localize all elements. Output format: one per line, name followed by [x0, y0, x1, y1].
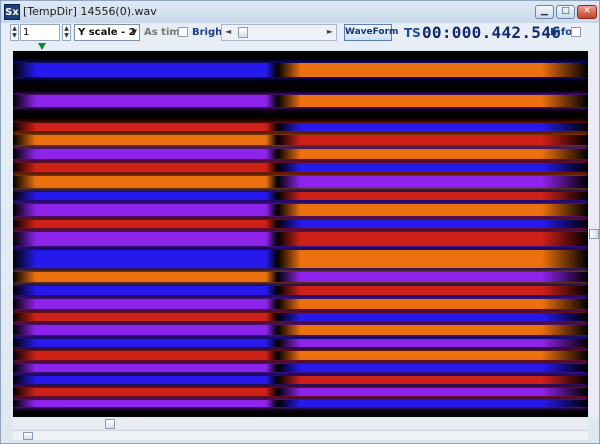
spectrogram-band [13, 135, 588, 145]
scroll-right-icon[interactable]: ► [326, 27, 333, 36]
window-title: [TempDir] 14556(0).wav [23, 5, 157, 18]
spectrogram-band [13, 339, 588, 347]
maximize-button[interactable]: □ [556, 5, 575, 19]
horizontal-scrollbar[interactable] [13, 419, 588, 429]
timestamp-readout: 00:000.442.546 [422, 23, 562, 42]
waveform-button[interactable]: WaveForm [344, 24, 398, 41]
ts-label: TS [404, 26, 421, 40]
channel-spinner[interactable]: ▲ ▼ [10, 24, 19, 41]
brightness-slider[interactable]: ◄ ► [221, 24, 337, 41]
close-button[interactable]: ✕ [577, 5, 597, 19]
spectrogram-band [13, 220, 588, 228]
y-scale-select[interactable]: Y scale - 2 ▼ [74, 24, 140, 41]
spectrogram-band [13, 286, 588, 295]
channel-spinner-right[interactable]: ▲ ▼ [62, 24, 71, 41]
horizontal-scrollbar-secondary[interactable] [13, 430, 588, 440]
spectrogram-band [13, 192, 588, 200]
spectrogram-band [13, 400, 588, 407]
spin-up-icon[interactable]: ▲ [12, 25, 17, 32]
spectrogram-band [13, 364, 588, 372]
spectrogram-band [13, 123, 588, 131]
channel-input[interactable]: 1 [20, 24, 60, 41]
spectrogram-band [13, 176, 588, 188]
slider-thumb[interactable] [238, 27, 248, 38]
spectrogram-band [13, 299, 588, 309]
spectrogram-band [13, 325, 588, 335]
app-icon[interactable]: Sx [4, 4, 20, 20]
vertical-scroll-thumb[interactable] [589, 229, 599, 239]
spectrogram-band [13, 376, 588, 384]
scroll-left-icon[interactable]: ◄ [225, 27, 232, 36]
info-label: Info [550, 27, 573, 38]
horizontal-scroll-thumb[interactable] [105, 419, 115, 429]
spectrogram-view[interactable] [13, 51, 588, 417]
spectrogram-band [13, 313, 588, 321]
spectrogram-band [13, 232, 588, 246]
position-marker-icon[interactable] [38, 43, 46, 50]
spectrogram-band [13, 63, 588, 77]
spin-up-icon[interactable]: ▲ [64, 25, 69, 32]
spectrogram-band [13, 351, 588, 360]
y-scale-value: Y scale - 2 [78, 27, 136, 38]
horizontal-scroll-thumb-secondary[interactable] [23, 432, 33, 440]
spectrogram-band [13, 272, 588, 282]
as-time-label: As time [144, 27, 187, 38]
bright-label: Bright [192, 27, 228, 38]
spectrogram-band [13, 388, 588, 396]
vertical-scrollbar[interactable] [589, 51, 599, 417]
chevron-down-icon[interactable]: ▼ [131, 28, 137, 36]
spin-down-icon[interactable]: ▼ [12, 32, 17, 39]
spectrogram-band [13, 204, 588, 216]
spectrogram-band [13, 149, 588, 159]
spectrogram-band [13, 163, 588, 172]
title-bar[interactable]: Sx [TempDir] 14556(0).wav ▁ □ ✕ [1, 1, 599, 23]
minimize-button[interactable]: ▁ [535, 5, 554, 19]
spectrogram-band [13, 250, 588, 268]
as-time-checkbox[interactable] [178, 27, 188, 37]
spectrogram-band [13, 95, 588, 107]
info-checkbox[interactable] [571, 27, 581, 37]
spin-down-icon[interactable]: ▼ [64, 32, 69, 39]
toolbar: ▲ ▼ 1 ▲ ▼ Y scale - 2 ▼ As time Bright ◄… [1, 23, 599, 43]
